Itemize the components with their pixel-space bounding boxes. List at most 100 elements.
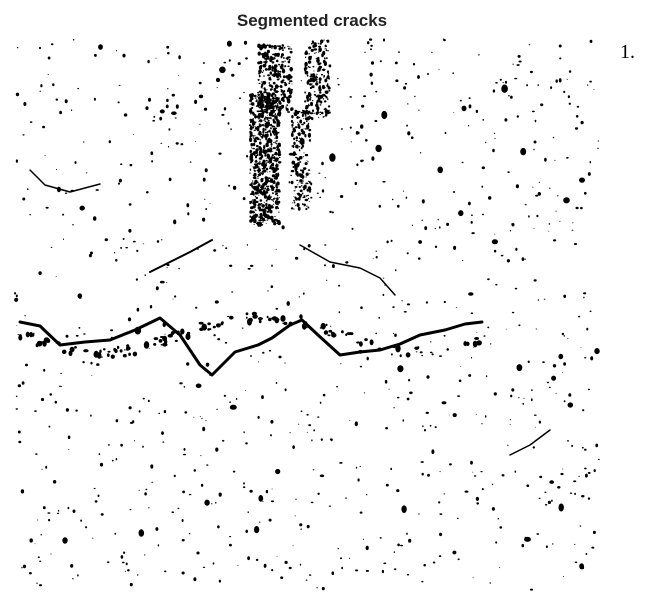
- speckle: [295, 205, 296, 206]
- speckle: [363, 539, 364, 540]
- speckle: [250, 216, 252, 217]
- speckle: [262, 171, 264, 173]
- speckle: [595, 444, 598, 448]
- speckle: [366, 570, 369, 572]
- speckle: [305, 57, 306, 59]
- speckle: [279, 190, 281, 192]
- speckle: [143, 398, 145, 400]
- speckle: [538, 192, 541, 196]
- speckle: [206, 420, 207, 421]
- speckle: [297, 147, 299, 148]
- speckle: [320, 104, 322, 105]
- speckle: [337, 78, 338, 80]
- speckle: [370, 48, 372, 50]
- speckle: [420, 152, 421, 153]
- speckle: [256, 155, 259, 157]
- speckle: [554, 160, 556, 161]
- speckle: [468, 125, 469, 127]
- speckle: [294, 166, 297, 170]
- speckle: [258, 183, 261, 187]
- speckle: [513, 64, 514, 65]
- speckle: [230, 128, 231, 130]
- speckle: [313, 79, 316, 82]
- speckle: [278, 124, 280, 126]
- speckle: [288, 48, 290, 50]
- speckle: [254, 130, 256, 131]
- speckle: [384, 284, 385, 285]
- speckle: [277, 148, 279, 149]
- speckle: [206, 363, 209, 367]
- speckle: [166, 99, 169, 102]
- speckle: [264, 220, 265, 221]
- speckle: [296, 136, 298, 139]
- speckle: [68, 449, 69, 450]
- speckle: [318, 47, 322, 52]
- speckle: [330, 326, 331, 327]
- speckle: [303, 118, 304, 119]
- speckle: [560, 473, 563, 475]
- speckle: [317, 83, 318, 85]
- speckle: [291, 89, 293, 91]
- speckle: [261, 46, 262, 48]
- speckle: [123, 238, 125, 240]
- speckle: [287, 91, 289, 93]
- speckle: [109, 140, 111, 143]
- speckle: [327, 98, 328, 100]
- speckle: [278, 161, 281, 164]
- speckle: [246, 317, 248, 319]
- speckle: [336, 386, 338, 387]
- speckle: [284, 83, 287, 86]
- speckle: [538, 299, 539, 301]
- speckle: [326, 50, 328, 52]
- speckle: [394, 334, 397, 337]
- speckle: [308, 207, 310, 209]
- speckle: [301, 124, 304, 126]
- speckle: [201, 484, 203, 487]
- speckle: [320, 95, 323, 99]
- speckle: [539, 476, 542, 478]
- speckle: [302, 170, 304, 173]
- speckle: [261, 53, 264, 55]
- speckle: [345, 497, 347, 498]
- speckle: [317, 587, 318, 588]
- speckle: [421, 355, 423, 357]
- speckle: [228, 185, 230, 187]
- speckle: [299, 120, 302, 124]
- speckle: [148, 98, 151, 102]
- speckle: [219, 493, 222, 497]
- speckle: [418, 514, 420, 515]
- speckle: [506, 329, 507, 330]
- speckle: [68, 436, 71, 440]
- speckle: [507, 259, 510, 262]
- speckle: [143, 244, 144, 245]
- speckle: [293, 151, 296, 155]
- speckle: [392, 199, 394, 200]
- speckle: [256, 223, 257, 224]
- speckle: [243, 482, 245, 484]
- speckle: [302, 145, 305, 148]
- speckle: [284, 94, 285, 96]
- speckle: [207, 322, 211, 325]
- speckle: [370, 339, 374, 345]
- speckle: [255, 100, 257, 102]
- speckle: [383, 278, 384, 279]
- speckle: [268, 77, 271, 81]
- speckle: [366, 494, 367, 496]
- speckle: [310, 88, 312, 89]
- speckle: [574, 243, 577, 245]
- speckle: [256, 559, 259, 561]
- speckle: [222, 440, 224, 442]
- speckle: [309, 173, 310, 174]
- speckle: [265, 108, 268, 111]
- speckle: [274, 138, 275, 139]
- speckle: [125, 571, 126, 572]
- speckle: [492, 507, 495, 511]
- speckle: [267, 89, 268, 90]
- speckle: [27, 188, 29, 190]
- speckle: [261, 103, 264, 107]
- speckle: [86, 172, 88, 173]
- speckle: [552, 543, 553, 545]
- speckle: [268, 92, 271, 95]
- speckle: [287, 96, 289, 98]
- speckle: [287, 46, 288, 47]
